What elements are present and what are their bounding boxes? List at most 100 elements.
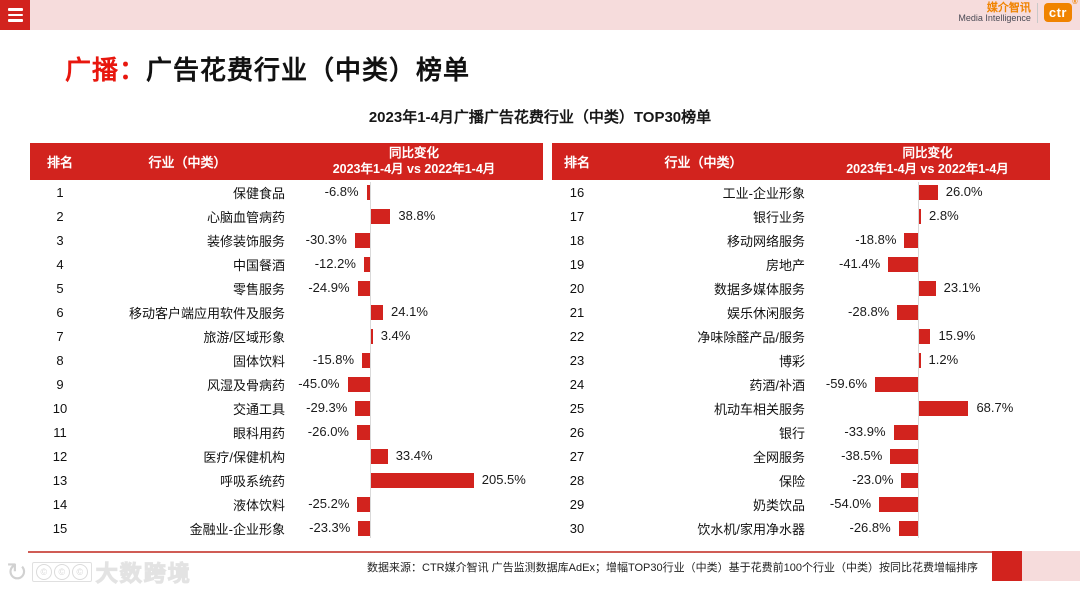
table-row: 16 工业-企业形象 26.0% — [552, 180, 1050, 204]
table-row: 26 银行 -33.9% — [552, 420, 1050, 444]
industry-cell: 工业-企业形象 — [722, 185, 805, 201]
rank-cell: 28 — [569, 472, 585, 488]
industry-cell: 金融业-企业形象 — [189, 521, 285, 537]
hamburger-menu-icon[interactable] — [0, 0, 30, 30]
table-row: 20 数据多媒体服务 23.1% — [552, 276, 1050, 300]
table-row: 10 交通工具 -29.3% — [30, 396, 543, 420]
change-bar — [371, 304, 384, 320]
bar-chart-cell: 68.7% — [805, 396, 1050, 420]
rank-cell: 6 — [56, 304, 64, 320]
table-row: 9 风湿及骨病药 -45.0% — [30, 372, 543, 396]
industry-cell: 液体饮料 — [232, 497, 285, 513]
industry-cell: 固体饮料 — [232, 353, 285, 369]
table-row: 21 娱乐休闲服务 -28.8% — [552, 300, 1050, 324]
footer-divider-line — [28, 551, 1052, 553]
chart-subtitle: 2023年1-4月广播广告花费行业（中类）TOP30榜单 — [368, 109, 712, 126]
bar-chart-cell: -59.6% — [805, 372, 1050, 396]
bar-chart-cell: 33.4% — [285, 444, 543, 468]
rank-cell: 22 — [569, 328, 585, 344]
rank-cell: 20 — [569, 280, 585, 296]
change-bar — [371, 328, 373, 344]
change-bar — [898, 520, 918, 536]
table-body-right: 16 工业-企业形象 26.0% 17 银行业务 2.8% 18 移动网络服务 -18.8% 19… — [552, 180, 1050, 540]
change-bar — [893, 424, 918, 440]
bar-chart-cell: 15.9% — [805, 324, 1050, 348]
change-value-label: -12.2% — [314, 256, 356, 271]
bar-chart-cell: -12.2% — [285, 252, 543, 276]
industry-cell: 移动客户端应用软件及服务 — [128, 305, 285, 321]
watermark-seal-icons: © © © — [31, 562, 92, 582]
change-bar — [355, 400, 370, 416]
change-bar — [919, 184, 938, 200]
change-value-label: 15.9% — [938, 328, 976, 343]
header-industry: 行业（中类） — [148, 155, 227, 170]
change-value-label: -24.9% — [308, 280, 350, 295]
change-value-label: -23.3% — [309, 520, 351, 535]
bar-chart-cell: 2.8% — [805, 204, 1050, 228]
header-change: 同比变化 2023年1-4月 vs 2022年1-4月 — [846, 145, 1009, 176]
change-value-label: -6.8% — [324, 184, 359, 199]
bar-chart-cell: -6.8% — [285, 180, 543, 204]
change-bar — [371, 472, 474, 488]
bar-chart-cell: -26.8% — [805, 516, 1050, 540]
bar-chart-cell: -18.8% — [805, 228, 1050, 252]
bar-chart-cell: 24.1% — [285, 300, 543, 324]
table-row: 4 中国餐酒 -12.2% — [30, 252, 543, 276]
industry-cell: 奶类饮品 — [752, 497, 805, 513]
header-rank: 排名 — [563, 155, 590, 170]
footer-pink-block — [1022, 551, 1080, 581]
table-row: 23 博彩 1.2% — [552, 348, 1050, 372]
bar-chart-cell: -15.8% — [285, 348, 543, 372]
watermark-arrow-icon: ↻ — [6, 557, 28, 587]
header-rank: 排名 — [46, 155, 73, 170]
page-title-prefix: 广播： — [65, 55, 147, 85]
bar-chart-cell: -54.0% — [805, 492, 1050, 516]
industry-cell: 保健食品 — [232, 185, 285, 201]
industry-cell: 房地产 — [765, 257, 805, 273]
bar-chart-cell: -24.9% — [285, 276, 543, 300]
industry-cell: 药酒/补酒 — [749, 377, 805, 393]
rank-cell: 18 — [569, 232, 585, 248]
change-bar — [879, 496, 918, 512]
change-bar — [358, 520, 370, 536]
industry-cell: 中国餐酒 — [232, 257, 285, 273]
change-value-label: -28.8% — [848, 304, 890, 319]
change-bar — [371, 448, 388, 464]
industry-cell: 呼吸系统药 — [219, 473, 285, 489]
change-bar — [357, 424, 370, 440]
page-title: 广播：广告花费行业（中类）榜单 — [65, 50, 470, 87]
rank-cell: 7 — [56, 328, 64, 344]
rank-cell: 21 — [569, 304, 585, 320]
rank-cell: 14 — [52, 496, 68, 512]
change-value-label: 68.7% — [976, 400, 1014, 415]
change-bar — [371, 208, 391, 224]
change-bar — [357, 496, 370, 512]
change-value-label: -41.4% — [838, 256, 881, 271]
brand-area: 媒介智讯 Media Intelligence ctr ® — [958, 0, 1077, 24]
rank-cell: 3 — [56, 232, 64, 248]
change-bar — [901, 472, 918, 488]
bar-chart-cell: -41.4% — [805, 252, 1050, 276]
bar-chart-cell: 3.4% — [285, 324, 543, 348]
change-bar — [366, 184, 370, 200]
table-row: 14 液体饮料 -25.2% — [30, 492, 543, 516]
industry-cell: 保险 — [778, 473, 805, 489]
rank-cell: 8 — [56, 352, 64, 368]
change-bar — [890, 448, 918, 464]
industry-cell: 风湿及骨病药 — [206, 377, 285, 393]
change-value-label: -23.0% — [852, 472, 894, 487]
table-row: 30 饮水机/家用净水器 -26.8% — [552, 516, 1050, 540]
industry-cell: 净味除醛产品/服务 — [697, 329, 805, 345]
registered-mark: ® — [1072, 0, 1078, 7]
change-value-label: -45.0% — [298, 376, 340, 391]
bar-chart-cell: 205.5% — [285, 468, 543, 492]
rank-cell: 30 — [569, 520, 585, 536]
rank-cell: 15 — [52, 520, 68, 536]
bar-chart-cell: -23.0% — [805, 468, 1050, 492]
table-row: 13 呼吸系统药 205.5% — [30, 468, 543, 492]
bar-chart-cell: 26.0% — [805, 180, 1050, 204]
bar-chart-cell: -30.3% — [285, 228, 543, 252]
change-value-label: -33.9% — [844, 424, 886, 439]
change-bar — [919, 280, 936, 296]
data-source-note: 数据来源：CTR媒介智讯 广告监测数据库AdEx；增幅TOP30行业（中类）基于… — [367, 562, 978, 574]
